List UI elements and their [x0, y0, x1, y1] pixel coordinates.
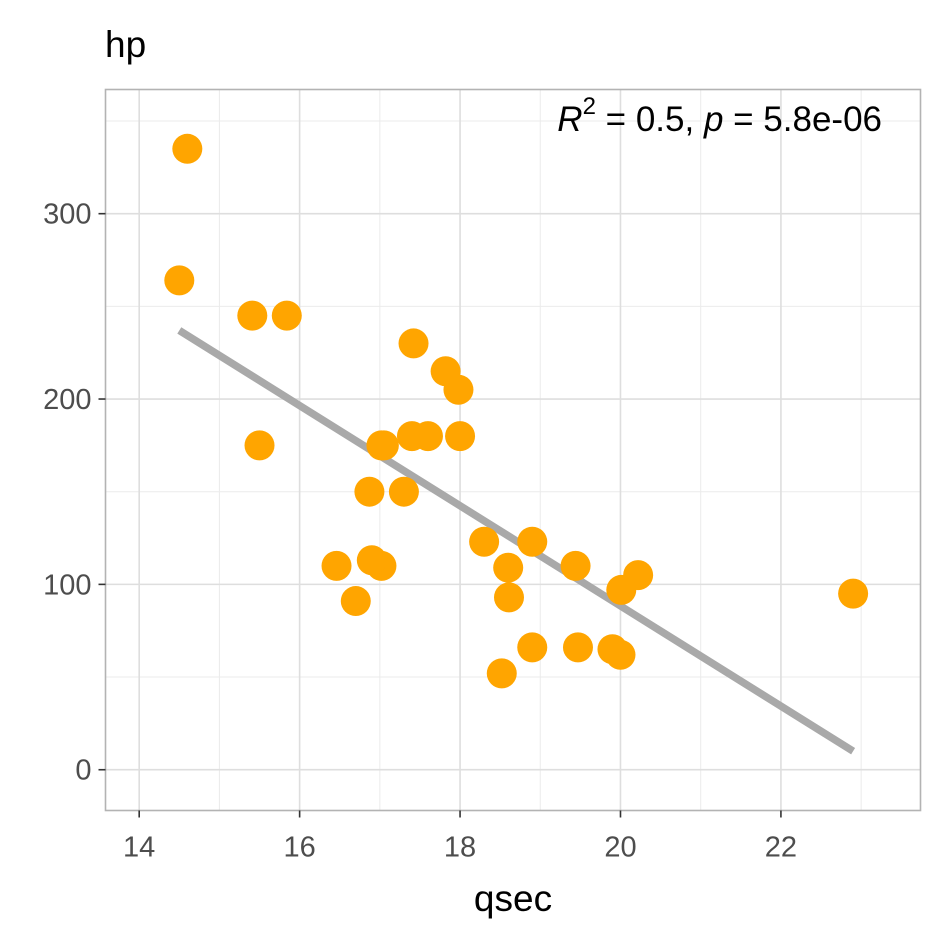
scatter-point	[493, 582, 524, 613]
scatter-point	[445, 421, 476, 452]
scatter-point	[517, 632, 548, 663]
scatter-point	[354, 476, 385, 507]
x-tick-label: 16	[283, 832, 315, 864]
scatter-point	[356, 545, 387, 576]
x-axis-ticks: 14 16 18 20 22	[123, 810, 797, 864]
chart-title: hp	[105, 24, 146, 65]
scatter-point	[517, 526, 548, 557]
scatter-point	[412, 421, 443, 452]
annotation-r-exponent: 2	[583, 93, 596, 120]
scatter-point	[321, 550, 352, 581]
scatter-point	[388, 476, 419, 507]
scatter-point	[368, 430, 399, 461]
y-tick-label: 0	[75, 755, 91, 787]
y-tick-label: 300	[43, 199, 91, 231]
scatter-point	[164, 265, 195, 296]
scatter-point	[430, 356, 461, 387]
scatter-point	[271, 300, 302, 331]
scatter-point	[597, 634, 628, 665]
y-tick-label: 100	[43, 569, 91, 601]
annotation-p-symbol: p	[703, 100, 723, 139]
scatter-point	[340, 586, 371, 617]
scatter-point	[237, 300, 268, 331]
annotation-r-value: = 0.5,	[596, 100, 704, 139]
scatter-point	[398, 328, 429, 359]
grid-minor	[105, 89, 921, 811]
grid-major	[105, 89, 921, 811]
scatter-point	[838, 578, 869, 609]
scatter-point	[244, 430, 275, 461]
x-tick-label: 18	[444, 832, 476, 864]
x-tick-label: 14	[123, 832, 155, 864]
annotation-r-symbol: R	[557, 100, 582, 139]
y-tick-label: 200	[43, 384, 91, 416]
plot-panel-border	[104, 88, 922, 812]
x-tick-label: 22	[765, 832, 797, 864]
regression-annotation: R2 = 0.5, p = 5.8e-06	[557, 93, 882, 139]
fit-layer	[177, 327, 856, 755]
regression-line	[177, 327, 856, 755]
scatter-point	[469, 526, 500, 557]
scatter-point	[493, 552, 524, 583]
x-axis-title: qsec	[474, 878, 552, 919]
x-tick-label: 20	[604, 832, 636, 864]
y-axis-ticks: 0 100 200 300	[43, 199, 106, 787]
scatter-point	[560, 550, 591, 581]
scatter-point	[486, 658, 517, 689]
points-layer	[164, 133, 869, 689]
scatter-point	[172, 133, 203, 164]
scatter-point	[606, 574, 637, 605]
scatter-point	[562, 632, 593, 663]
annotation-p-value: = 5.8e-06	[723, 100, 882, 139]
